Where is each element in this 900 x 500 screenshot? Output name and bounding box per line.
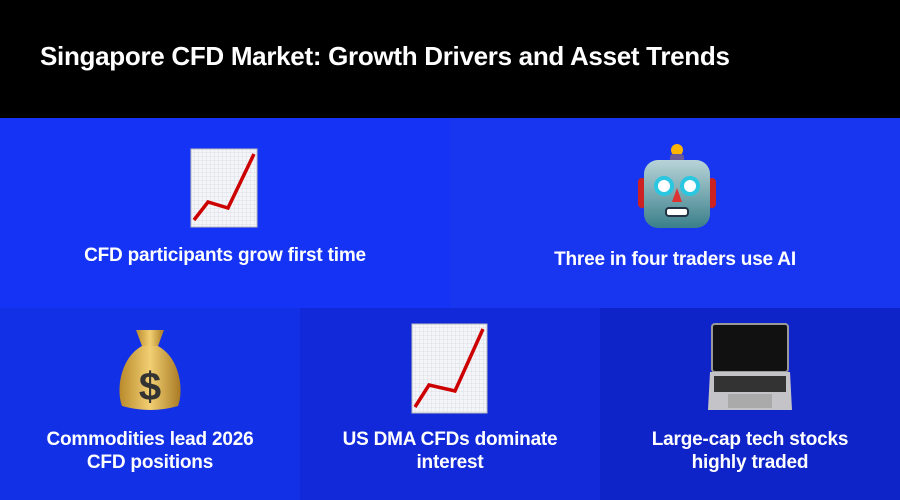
page-title: Singapore CFD Market: Growth Drivers and… — [40, 40, 730, 71]
card-commodities: $ Commodities lead 2026 CFD positions — [0, 308, 300, 500]
header: Singapore CFD Market: Growth Drivers and… — [0, 0, 900, 118]
money-bag-icon: $ — [119, 330, 181, 410]
card-label: CFD participants grow first time — [84, 245, 366, 266]
laptop-icon — [708, 323, 792, 410]
card-participants: CFD participants grow first time — [0, 118, 450, 308]
card-dma: US DMA CFDs dominate interest — [300, 308, 600, 500]
chart-increasing-icon — [190, 148, 258, 228]
card-label: US DMA CFDs dominate interest — [342, 429, 558, 473]
card-tech: Large-cap tech stocks highly traded — [600, 308, 900, 500]
card-label: Commodities lead 2026 CFD positions — [46, 429, 254, 473]
robot-icon — [638, 144, 716, 228]
card-label: Large-cap tech stocks highly traded — [651, 429, 849, 473]
card-label: Three in four traders use AI — [554, 249, 796, 270]
chart-increasing-icon — [411, 323, 488, 414]
card-ai: Three in four traders use AI — [450, 118, 900, 308]
svg-text:$: $ — [139, 365, 161, 409]
